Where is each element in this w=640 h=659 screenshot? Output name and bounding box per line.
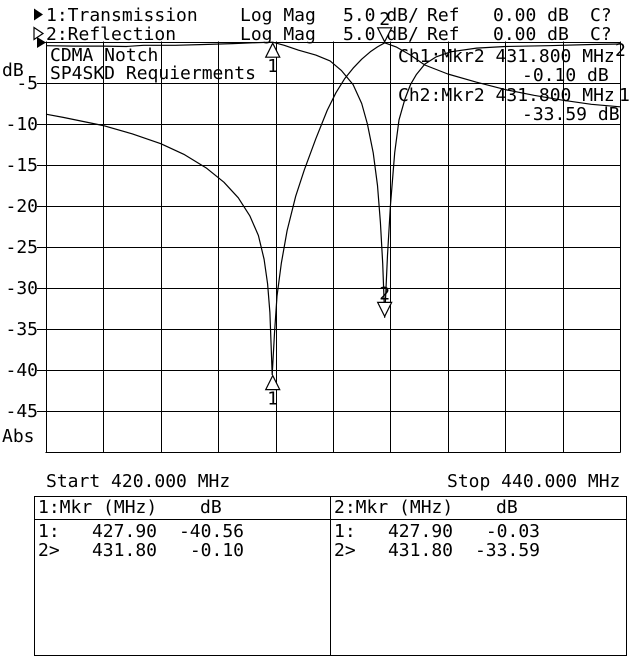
marker-1-ch2-icon xyxy=(264,41,281,58)
x-axis: Start 420.000 MHz Stop 440.000 MHz xyxy=(46,471,620,492)
x-start-label: Start 420.000 MHz xyxy=(46,471,230,492)
table1-header: 1:Mkr (MHz) xyxy=(38,497,157,518)
marker-table: 1:Mkr (MHz) dB 1: 427.90 -40.56 2> 431.8… xyxy=(34,496,627,656)
table2-r2-db: -33.59 xyxy=(475,540,540,561)
marker-2-ch1-icon xyxy=(376,27,393,44)
table2-r1-db: -0.03 xyxy=(486,521,540,542)
header: 1:Transmission Log Mag 5.0 dB/ Ref 0.00 … xyxy=(33,5,612,45)
trace-ch2-reflection xyxy=(45,41,621,318)
table1-header-unit: dB xyxy=(200,497,222,518)
table1-r1-db: -40.56 xyxy=(179,521,244,542)
ch2-marker-readout-value: -33.59 dB xyxy=(522,104,620,125)
plot-title-line2: SP4SKD Requierments xyxy=(50,63,256,84)
plot-annotations: CDMA Notch SP4SKD Requierments Ch1:Mkr2 … xyxy=(50,45,620,125)
marker-2-ch2-icon xyxy=(376,301,393,318)
traces xyxy=(45,41,621,376)
y-tick: -25 xyxy=(5,237,38,258)
ref-level-indicator-icon xyxy=(37,37,46,48)
channel2-inactive-pointer-icon xyxy=(33,26,45,41)
ch1-ref-value: 0.00 dB xyxy=(493,5,569,26)
y-axis: dB -5 -10 -15 -20 -25 -30 -35 -40 -45 Ab… xyxy=(2,37,46,447)
table1-r1-label: 1: xyxy=(38,521,60,542)
marker-1-label: 1 xyxy=(267,389,278,410)
y-tick: -35 xyxy=(5,319,38,340)
ch1-marker-readout-label: Ch1:Mkr2 431.800 MHz xyxy=(398,46,615,67)
plot-grid xyxy=(37,41,621,453)
y-tick: -5 xyxy=(16,73,38,94)
table1-row: 2> 431.80 -0.10 xyxy=(38,540,244,561)
table2-r2-freq: 431.80 xyxy=(388,540,453,561)
ch2-cal-status: C? xyxy=(590,24,612,45)
y-tick: -20 xyxy=(5,196,38,217)
table2-row: 2> 431.80 -33.59 xyxy=(334,540,540,561)
table1-r1-freq: 427.90 xyxy=(92,521,157,542)
table2-row: 1: 427.90 -0.03 xyxy=(334,521,540,542)
ch1-format: Log Mag xyxy=(240,5,316,26)
table1-r2-db: -0.10 xyxy=(190,540,244,561)
ch2-format: Log Mag xyxy=(240,24,316,45)
y-tick: -30 xyxy=(5,278,38,299)
markers: 1 1 2 2 xyxy=(264,9,393,410)
x-stop-label: Stop 440.000 MHz xyxy=(447,471,620,492)
ch1-scale: 5.0 dB/ xyxy=(343,5,419,26)
ch1-ref-label: Ref xyxy=(427,5,460,26)
y-tick: -10 xyxy=(5,114,38,135)
y-tick: -15 xyxy=(5,155,38,176)
ch1-trace-label: 1:Transmission xyxy=(46,5,198,26)
marker-2-label: 2 xyxy=(379,283,390,304)
y-tick: -45 xyxy=(5,401,38,422)
y-axis-abs-label: Abs xyxy=(2,426,35,447)
table1-row: 1: 427.90 -40.56 xyxy=(38,521,244,542)
marker-2-label: 2 xyxy=(379,9,390,30)
trace-ch1-transmission xyxy=(45,42,621,376)
plot-title-line1: CDMA Notch xyxy=(50,45,158,66)
channel1-active-pointer-icon xyxy=(34,8,43,21)
y-tick: -40 xyxy=(5,360,38,381)
table1-r2-label: 2> xyxy=(38,540,60,561)
table2-r1-label: 1: xyxy=(334,521,356,542)
table2-header-unit: dB xyxy=(496,497,518,518)
table2-r1-freq: 427.90 xyxy=(388,521,453,542)
ch2-ref-label: Ref xyxy=(427,24,460,45)
ch2-marker-readout-label: Ch2:Mkr2 431.800 MHz xyxy=(398,85,615,106)
table2-r2-label: 2> xyxy=(334,540,356,561)
table2-header: 2:Mkr (MHz) xyxy=(334,497,453,518)
ch2-trace-label: 2:Reflection xyxy=(46,24,176,45)
marker-1-label: 1 xyxy=(267,56,278,77)
trace-edge-label-ch1: 1 xyxy=(619,85,630,106)
marker-1-ch1-icon xyxy=(264,374,281,391)
table1-r2-freq: 431.80 xyxy=(92,540,157,561)
ch1-cal-status: C? xyxy=(590,5,612,26)
trace-edge-label-ch2: 2 xyxy=(615,40,626,61)
ch2-ref-value: 0.00 dB xyxy=(493,24,569,45)
y-axis-unit: dB xyxy=(2,60,24,81)
ch1-marker-readout-value: -0.10 dB xyxy=(522,65,609,86)
